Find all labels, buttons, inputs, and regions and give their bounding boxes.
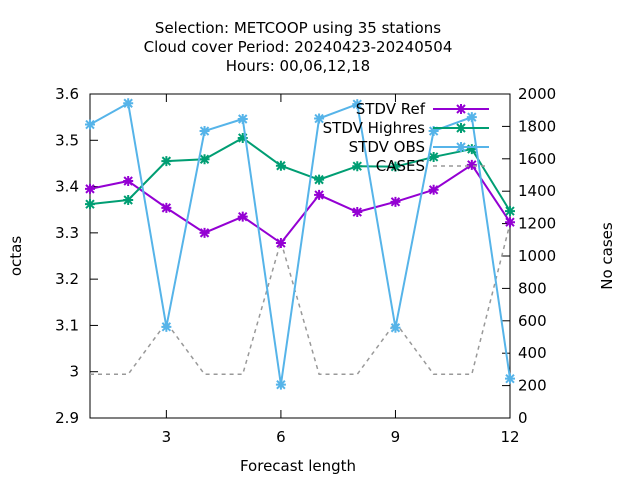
data-point	[390, 196, 401, 207]
x-axis-label: Forecast length	[240, 457, 356, 475]
data-point	[390, 161, 401, 172]
series-line	[89, 136, 511, 212]
x-tick-label: 6	[276, 428, 286, 446]
data-point	[123, 176, 134, 187]
series-layer	[85, 98, 515, 390]
y2-tick-label: 1000	[518, 247, 556, 265]
title-line-3: Hours: 00,06,12,18	[226, 57, 370, 75]
series-line	[89, 101, 511, 385]
y2-tick-label: 600	[518, 312, 547, 330]
data-point	[199, 126, 210, 137]
title-line-1: Selection: METCOOP using 35 stations	[155, 19, 441, 37]
legend-item: STDV Ref	[356, 100, 489, 118]
data-point	[161, 156, 172, 167]
data-point	[505, 206, 515, 217]
data-point	[275, 160, 286, 171]
data-point	[85, 119, 95, 130]
title-line-2: Cloud cover Period: 20240423-20240504	[144, 38, 453, 56]
data-point	[352, 161, 363, 172]
data-point	[161, 321, 172, 332]
y2-tick-label: 400	[518, 344, 547, 362]
data-point	[237, 132, 248, 143]
y2-tick-label: 1800	[518, 117, 556, 135]
legend-marker	[456, 123, 466, 133]
y-tick-label: 3.2	[55, 270, 79, 288]
legend-item: STDV Highres	[323, 119, 489, 137]
data-point	[314, 189, 325, 200]
data-point	[428, 151, 439, 162]
y-tick-label: 3.4	[55, 178, 79, 196]
data-point	[85, 199, 95, 210]
data-point	[466, 144, 477, 155]
data-point	[428, 184, 439, 195]
chart-title: Selection: METCOOP using 35 stations Clo…	[144, 19, 453, 75]
legend-label: STDV Highres	[323, 119, 426, 137]
data-point	[199, 154, 210, 165]
data-point	[161, 202, 172, 213]
y2-axis-label: No cases	[598, 222, 616, 290]
series-line	[90, 223, 511, 376]
legend-marker	[456, 104, 466, 114]
y-axis-label: octas	[7, 236, 25, 276]
series-stdv-highres	[85, 132, 515, 217]
y2-tick-label: 2000	[518, 85, 556, 103]
series-line	[89, 163, 511, 245]
left-axis-ticks: 2.9 3 3.1 3.2 3.3 3.4 3.5 3.6	[55, 85, 98, 427]
y-tick-label: 3.1	[55, 316, 79, 334]
data-point	[428, 126, 439, 137]
y-tick-label: 2.9	[55, 409, 79, 427]
data-point	[275, 238, 286, 249]
legend-label: CASES	[376, 157, 425, 175]
data-point	[352, 99, 363, 110]
data-point	[237, 211, 248, 222]
y-tick-label: 3	[69, 363, 79, 381]
y2-tick-label: 1600	[518, 150, 556, 168]
data-point	[85, 183, 95, 194]
data-point	[275, 379, 286, 390]
data-point	[505, 373, 515, 384]
x-axis-ticks: 3 6 9 12	[162, 94, 520, 446]
y2-tick-label: 0	[518, 409, 528, 427]
data-point	[505, 217, 515, 228]
y2-tick-label: 1400	[518, 182, 556, 200]
y-tick-label: 3.3	[55, 224, 79, 242]
series-cases	[90, 223, 511, 376]
x-tick-label: 12	[500, 428, 519, 446]
data-point	[466, 159, 477, 170]
y2-tick-label: 200	[518, 377, 547, 395]
data-point	[466, 112, 477, 123]
data-point	[390, 322, 401, 333]
legend-label: STDV Ref	[356, 100, 426, 118]
data-point	[352, 207, 363, 218]
series-stdv-ref	[85, 159, 515, 249]
legend-item: STDV OBS	[349, 138, 489, 156]
legend-item: CASES	[376, 157, 489, 175]
right-axis-ticks: 0 200 400 600 800 1000 1200 1400 1600 1800 2000	[502, 85, 556, 427]
y2-tick-label: 1200	[518, 215, 556, 233]
data-point	[199, 227, 210, 238]
data-point	[123, 98, 134, 109]
y2-tick-label: 800	[518, 279, 547, 297]
data-point	[314, 113, 325, 124]
legend-marker	[456, 142, 466, 152]
y-tick-label: 3.6	[55, 85, 79, 103]
data-point	[314, 174, 325, 185]
x-tick-label: 3	[162, 428, 172, 446]
data-point	[237, 113, 248, 124]
y-tick-label: 3.5	[55, 131, 79, 149]
x-tick-label: 9	[391, 428, 401, 446]
legend-label: STDV OBS	[349, 138, 425, 156]
data-point	[123, 194, 134, 205]
